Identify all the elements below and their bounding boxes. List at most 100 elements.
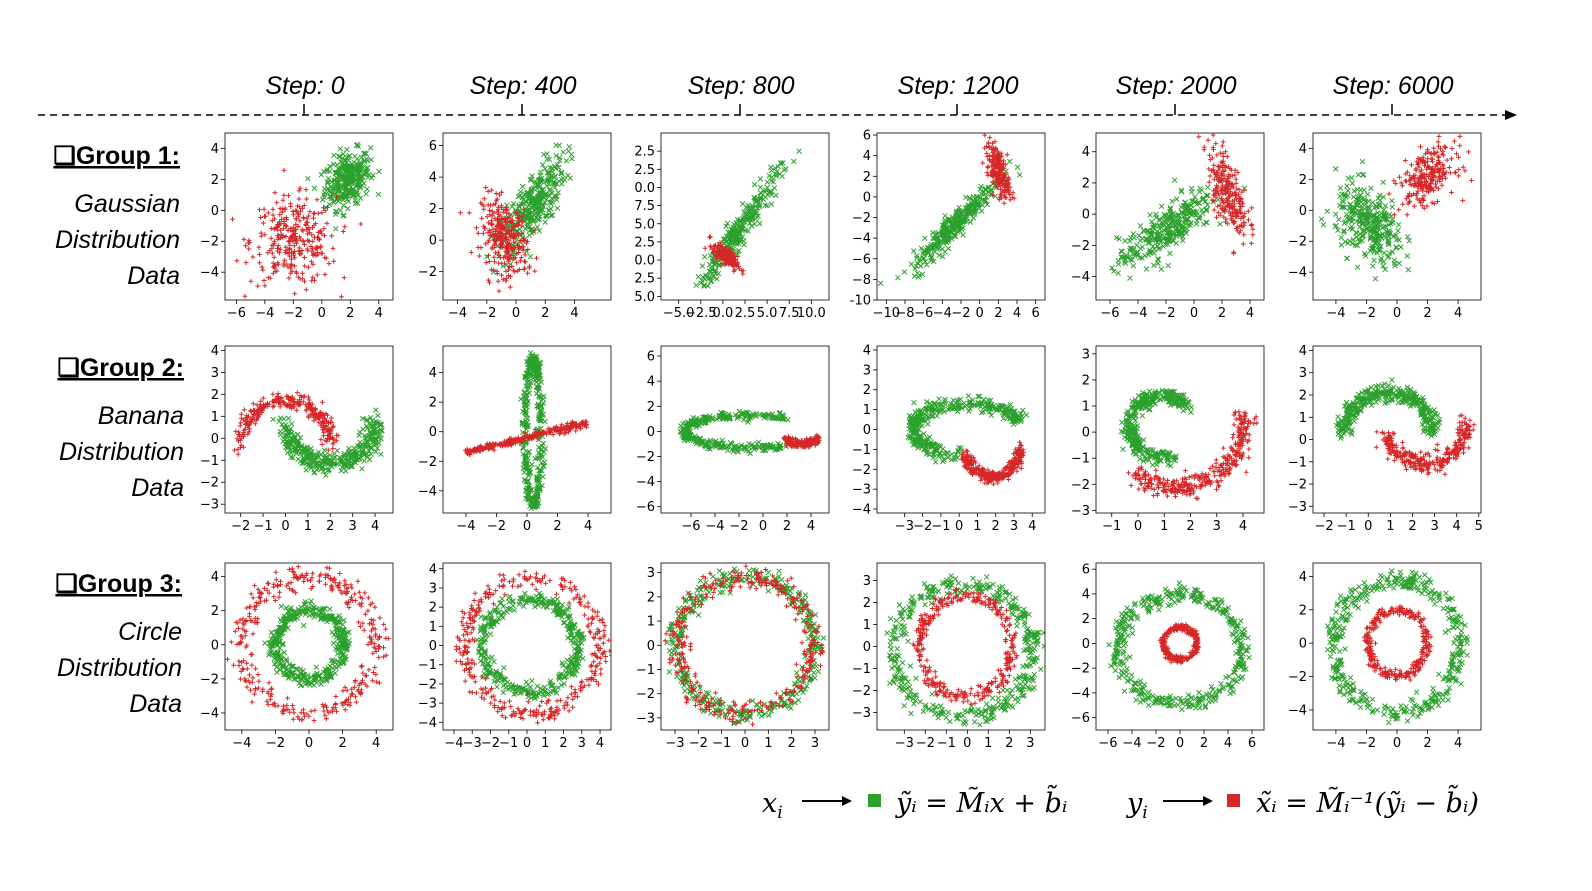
green-x-series [262, 598, 352, 689]
y-tick-label: 3 [429, 581, 437, 596]
x-tick-label: 2 [1218, 306, 1226, 321]
green-x-series [1109, 177, 1248, 281]
y-tick-label: −4 [1071, 270, 1090, 285]
plot-points [463, 350, 590, 512]
red-plus-series [463, 419, 590, 457]
x-tick-label: 2 [1408, 519, 1416, 534]
x-tick-label: −2 [916, 736, 935, 751]
x-tick-label: 3 [349, 519, 357, 534]
plot-points [662, 563, 827, 727]
x-tick-label: −4 [705, 519, 724, 534]
green-x-series [877, 158, 1023, 287]
x-tick-label: 0 [305, 736, 313, 751]
y-tick-label: 2.5 [634, 235, 655, 250]
y-tick-label: 1 [647, 615, 655, 630]
red-plus-series [959, 439, 1026, 487]
x-tick-label: 0 [759, 519, 767, 534]
x-tick-label: 7.5 [779, 306, 800, 321]
y-tick-label: 0 [863, 640, 871, 655]
scatter-plot-g3-step6000: −4 −2 0 2 4 −4 −2 0 2 4 [1288, 562, 1482, 751]
red-plus-series [662, 563, 825, 727]
x-tick-label: 2 [346, 306, 354, 321]
y-tick-label: 1 [863, 618, 871, 633]
x-tick-label: 2.5 [735, 306, 756, 321]
y-tick-label: 2 [429, 396, 437, 411]
y-tick-label: −2 [1288, 478, 1307, 493]
red-plus-series [980, 133, 1017, 206]
x-tick-label: −4 [933, 306, 952, 321]
plot-frame [224, 345, 394, 514]
y-tick-label: 1 [429, 620, 437, 635]
x-tick-label: 1 [764, 736, 772, 751]
x-tick-label: −2 [1314, 519, 1333, 534]
plot-points [458, 142, 575, 294]
x-tick-label: 1 [973, 519, 981, 534]
x-tick-label: 1 [1160, 519, 1168, 534]
y-tick-label: 2 [647, 400, 655, 415]
y-tick-label: 4 [863, 343, 871, 358]
y-tick-label: −2 [636, 450, 655, 465]
x-tick-label: 4 [1224, 736, 1232, 751]
x-tick-label: −4 [1326, 736, 1345, 751]
x-tick-label: −3 [463, 736, 482, 751]
group-3-desc-line-2: Distribution [57, 654, 182, 682]
x-tick-label: 0 [963, 736, 971, 751]
x-tick-label: −2 [284, 306, 303, 321]
y-tick-label: 2 [1082, 176, 1090, 191]
group-2-desc-line-3: Data [131, 474, 184, 502]
step-label-400: Step: 400 [469, 72, 576, 100]
y-tick-label: 0 [863, 190, 871, 205]
x-tick-label: 6 [1032, 306, 1040, 321]
x-tick-label: 4 [1239, 519, 1247, 534]
x-tick-label: −2 [913, 519, 932, 534]
x-tick-label: 2 [553, 519, 561, 534]
y-tick-label: −3 [418, 697, 437, 712]
plot-points [225, 564, 391, 723]
y-tick-label: 2 [1299, 603, 1307, 618]
x-tick-label: 0 [1393, 306, 1401, 321]
scatter-plot-g3-step0: −4 −2 0 2 4 −4 −2 0 2 4 [200, 562, 394, 751]
x-tick-label: −1 [253, 519, 272, 534]
y-tick-label: −1 [1071, 452, 1090, 467]
x-tick-label: −1 [499, 736, 518, 751]
plot-points [685, 148, 802, 300]
red-plus-series [458, 185, 539, 294]
y-tick-label: −3 [636, 711, 655, 726]
y-tick-label: 5.0 [634, 290, 655, 305]
y-tick-label: −4 [1288, 266, 1307, 281]
y-tick-label: 0 [647, 425, 655, 440]
x-tick-label: 0 [1176, 736, 1184, 751]
y-tick-label: 0 [211, 432, 219, 447]
x-tick-label: 0 [512, 306, 520, 321]
legend-y-source: yi [1126, 788, 1148, 823]
y-tick-label: −2 [1288, 235, 1307, 250]
x-tick-label: 1 [1386, 519, 1394, 534]
x-tick-label: 2 [541, 306, 549, 321]
x-tick-label: −2.5 [685, 306, 717, 321]
y-tick-label: 0 [429, 234, 437, 249]
y-tick-label: −1 [1288, 455, 1307, 470]
red-plus-series [1386, 134, 1474, 218]
y-tick-label: −8 [852, 273, 871, 288]
x-tick-label: −6 [681, 519, 700, 534]
y-tick-label: 0 [1299, 433, 1307, 448]
y-tick-label: 2 [1082, 373, 1090, 388]
x-tick-label: 0 [955, 519, 963, 534]
y-tick-label: 4 [1299, 344, 1307, 359]
x-tick-label: 2 [559, 736, 567, 751]
y-tick-label: 0 [1082, 208, 1090, 223]
y-tick-label: 4 [1299, 142, 1307, 157]
plot-frame [1312, 562, 1482, 731]
red-plus-series [230, 167, 364, 300]
y-tick-label: −6 [1071, 711, 1090, 726]
x-tick-label: −8 [895, 306, 914, 321]
x-tick-label: 4 [372, 736, 380, 751]
plot-points [677, 408, 822, 457]
group-3-desc-line-3: Data [129, 690, 182, 718]
red-plus-series [1361, 604, 1434, 683]
step-label-2000: Step: 2000 [1116, 72, 1237, 100]
group-1-title: ❏Group 1: [53, 142, 180, 170]
y-tick-label: -10 [850, 294, 871, 309]
legend-y-arrowhead [1203, 796, 1213, 806]
